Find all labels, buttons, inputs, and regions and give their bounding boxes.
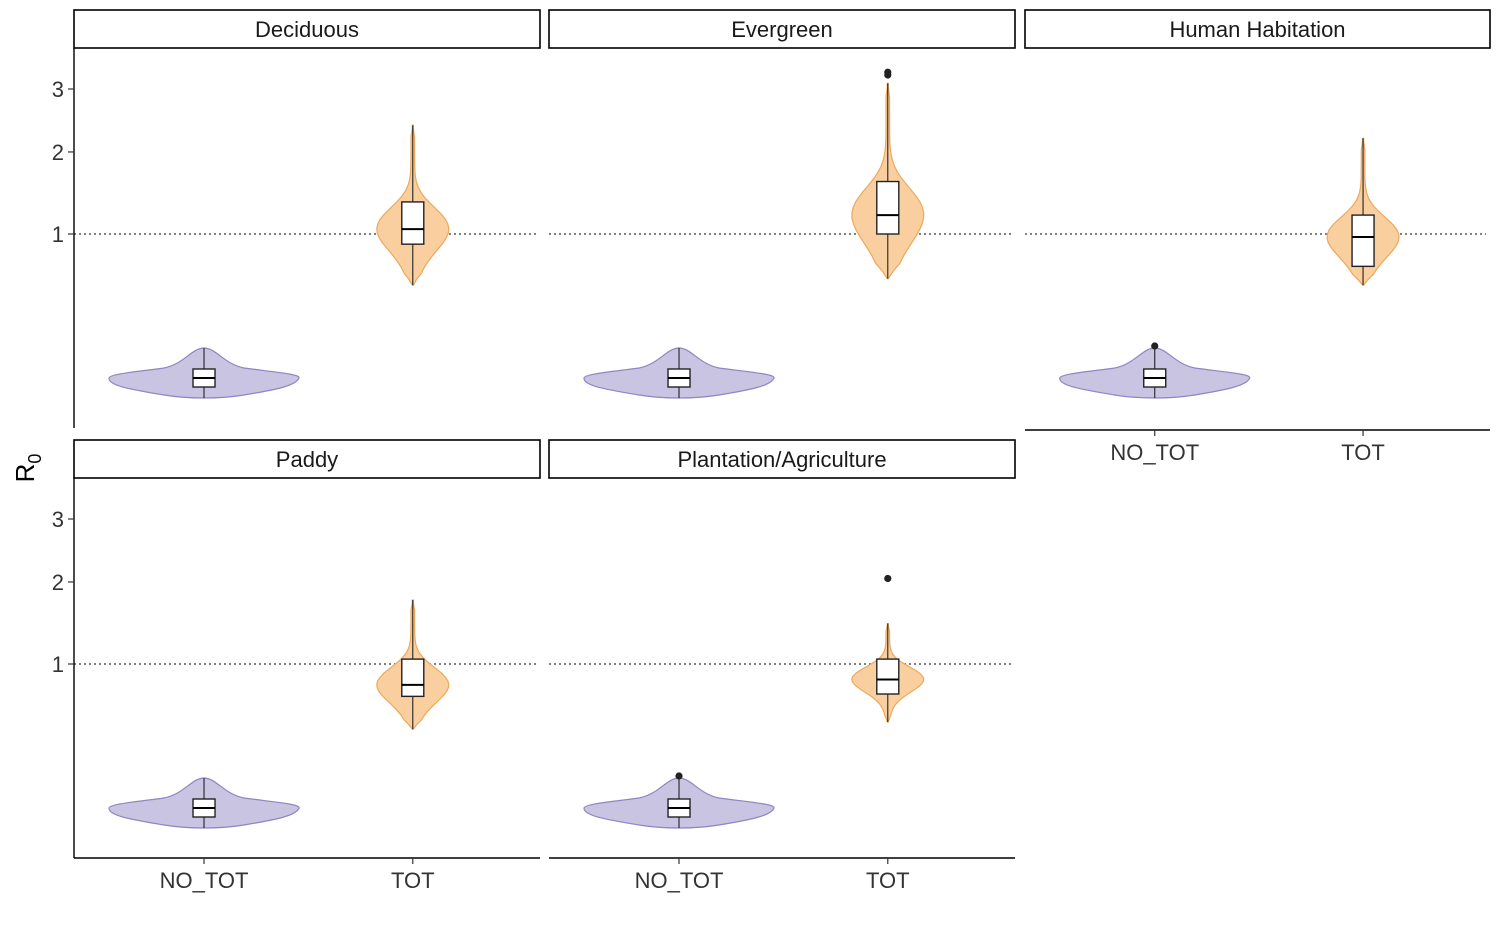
violin-tot: [851, 574, 925, 723]
box: [401, 658, 425, 698]
panel-human-habitation: Human Habitation NO_TOT TOT: [1024, 9, 1491, 465]
x-tick-label: TOT: [1341, 440, 1385, 465]
box: [876, 658, 900, 695]
y-tick-label: 3: [52, 77, 64, 102]
panel-paddy: Paddy 1 2 3 NO_TOT TOT: [52, 439, 541, 893]
strip-label: Plantation/Agriculture: [677, 447, 886, 472]
outlier-point: [1151, 342, 1159, 350]
y-tick-label: 1: [52, 652, 64, 677]
strip-label: Paddy: [276, 447, 338, 472]
y-axis-title-main: R: [10, 464, 40, 483]
y-axis-title-sub: 0: [25, 454, 45, 464]
x-tick-label: TOT: [391, 868, 435, 893]
violin-no-tot: [583, 772, 775, 829]
y-tick-label: 2: [52, 570, 64, 595]
x-tick-label: TOT: [866, 868, 910, 893]
violin-tot: [376, 599, 450, 730]
panel-deciduous: Deciduous 1 2 3: [52, 9, 541, 428]
strip-label: Deciduous: [255, 17, 359, 42]
x-tick-label: NO_TOT: [160, 868, 249, 893]
strip-label: Evergreen: [731, 17, 833, 42]
strip-box: [73, 439, 541, 479]
strip-box: [548, 9, 1016, 49]
outlier-point: [884, 68, 892, 76]
y-axis-title: R0: [10, 454, 45, 483]
panel-evergreen: Evergreen: [548, 9, 1016, 399]
strip-box: [548, 439, 1016, 479]
outlier-point: [884, 574, 892, 583]
x-tick-label: NO_TOT: [635, 868, 724, 893]
violin-no-tot: [1059, 342, 1251, 399]
violin-tot: [851, 68, 925, 280]
y-tick-label: 2: [52, 140, 64, 165]
box: [401, 201, 425, 245]
strip-box: [1024, 9, 1491, 49]
strip-label: Human Habitation: [1169, 17, 1345, 42]
violin-tot: [376, 124, 450, 286]
violin-no-tot: [108, 347, 300, 399]
box: [876, 180, 900, 235]
y-tick-label: 3: [52, 507, 64, 532]
outlier-point: [675, 772, 683, 780]
box: [1351, 214, 1375, 268]
y-tick-label: 1: [52, 222, 64, 247]
violin-no-tot: [108, 777, 300, 829]
violin-tot: [1326, 137, 1400, 286]
strip-box: [73, 9, 541, 49]
panel-plantation-agriculture: Plantation/Agriculture NO_TOT TOT: [548, 439, 1016, 893]
violin-no-tot: [583, 347, 775, 399]
x-tick-label: NO_TOT: [1110, 440, 1199, 465]
